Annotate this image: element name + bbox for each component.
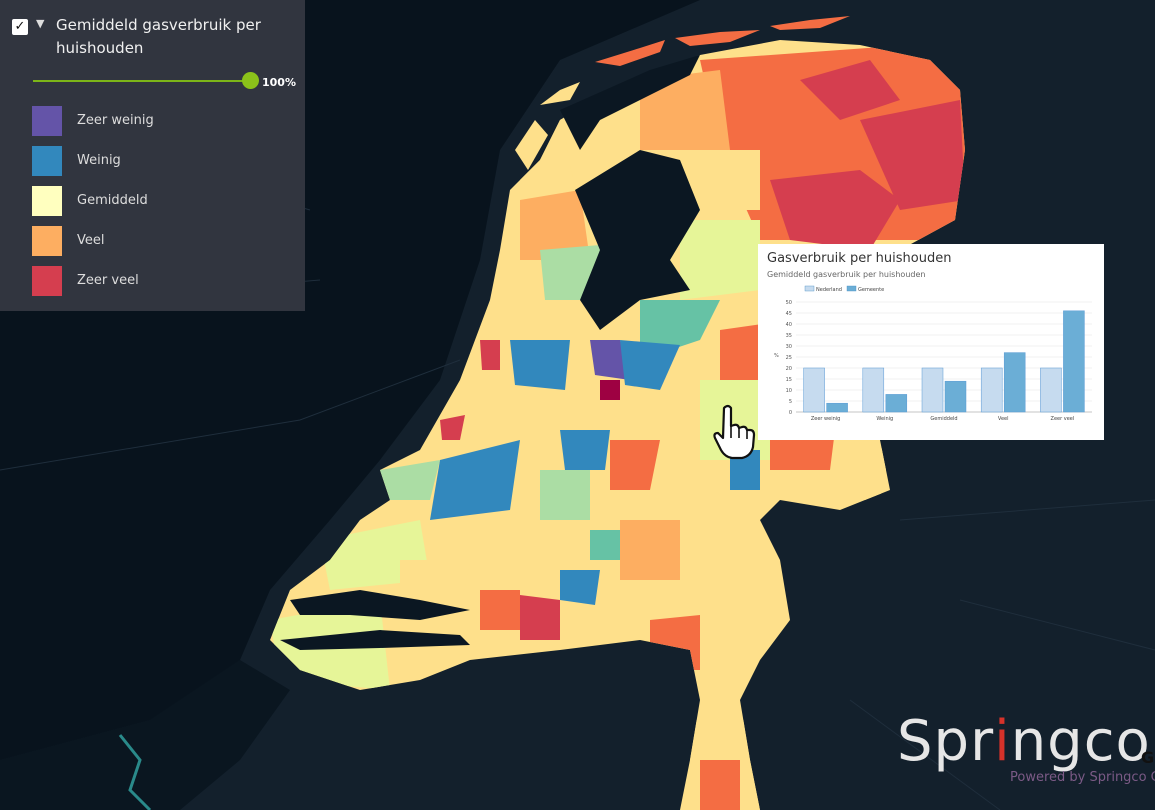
bar-nederland [1040, 367, 1062, 413]
legend-label: Gemiddeld [77, 193, 148, 208]
bar-gemeente [1003, 352, 1026, 413]
opacity-slider-track[interactable] [33, 80, 251, 82]
wadden-island-4 [540, 82, 580, 105]
bar-gemeente [826, 402, 848, 413]
y-axis-label: % [774, 353, 779, 359]
lower-left-sea [0, 660, 290, 810]
x-tick-label: Veel [998, 416, 1009, 422]
collapse-caret-icon[interactable]: ▼ [36, 17, 45, 30]
logo-text-end: ngco [1010, 709, 1151, 774]
y-tick-label: 25 [786, 355, 792, 361]
legend-label: Gemeente [858, 287, 884, 293]
legend-swatch [32, 186, 62, 216]
powered-by-text: Powered by Springco G [1010, 770, 1155, 785]
legend-label: Zeer veel [77, 273, 139, 288]
legend-label: Nederland [816, 287, 842, 293]
opacity-slider-handle[interactable] [242, 72, 259, 89]
hand-pointer-icon [713, 404, 756, 460]
bar-nederland [980, 367, 1003, 413]
bar-gemeente [944, 380, 967, 413]
wadden-sea [560, 55, 700, 150]
legend-swatch [804, 285, 815, 292]
x-tick-label: Weinig [876, 416, 893, 422]
wadden-island-3 [770, 16, 850, 30]
springco-logo: Springco [897, 709, 1151, 774]
y-tick-label: 35 [786, 333, 792, 339]
legend-label: Weinig [77, 153, 121, 168]
y-tick-label: 20 [786, 366, 792, 372]
y-tick-label: 5 [789, 399, 792, 405]
bar-gemeente [1063, 310, 1085, 413]
layer-panel: ✓ ▼ Gemiddeld gasverbruik per huishouden… [0, 0, 305, 311]
opacity-value: 100% [262, 76, 296, 89]
bar-nederland [803, 367, 825, 413]
legend-swatch [32, 146, 62, 176]
bar-chart: Nederland Gemeente 0 5 10 15 20 25 30 35 40 45 50% Ze… [774, 285, 1092, 422]
river-line [118, 734, 152, 810]
wadden-island-2 [675, 30, 760, 46]
popup-title: Gasverbruik per huishouden [767, 251, 952, 266]
zeeland-water [290, 590, 470, 620]
x-tick-label: Zeer veel [1051, 416, 1075, 422]
y-tick-label: 45 [786, 311, 792, 317]
layer-title: Gemiddeld gasverbruik per huishouden [56, 16, 261, 57]
wadden-island-1 [595, 40, 665, 66]
y-tick-label: 40 [786, 322, 792, 328]
y-tick-label: 30 [786, 344, 792, 350]
legend-swatch [846, 285, 857, 292]
wadden-island-5 [515, 120, 548, 170]
bar-nederland [862, 367, 885, 413]
legend-label: Zeer weinig [77, 113, 154, 128]
zeeland-water-2 [280, 630, 470, 650]
popup-subtitle: Gemiddeld gasverbruik per huishouden [767, 270, 926, 279]
y-tick-label: 15 [786, 377, 792, 383]
legend-label: Veel [77, 233, 105, 248]
info-popup[interactable]: Gasverbruik per huishouden Gemiddeld gas… [758, 244, 1104, 440]
y-tick-label: 10 [786, 388, 792, 394]
x-tick-label: Zeer weinig [811, 416, 841, 422]
bar-nederland [921, 367, 944, 413]
y-tick-label: 50 [786, 300, 792, 306]
legend-swatch [32, 106, 62, 136]
legend-swatch [32, 226, 62, 256]
logo-tail: G [1141, 748, 1155, 767]
ijsselmeer [575, 150, 700, 330]
layer-visibility-checkbox[interactable]: ✓ [12, 19, 28, 35]
bar-gemeente [885, 394, 908, 413]
legend-swatch [32, 266, 62, 296]
logo-accent: i [994, 709, 1011, 774]
logo-text: Spr [897, 709, 995, 774]
y-tick-label: 0 [789, 410, 792, 416]
x-tick-label: Gemiddeld [930, 416, 957, 422]
